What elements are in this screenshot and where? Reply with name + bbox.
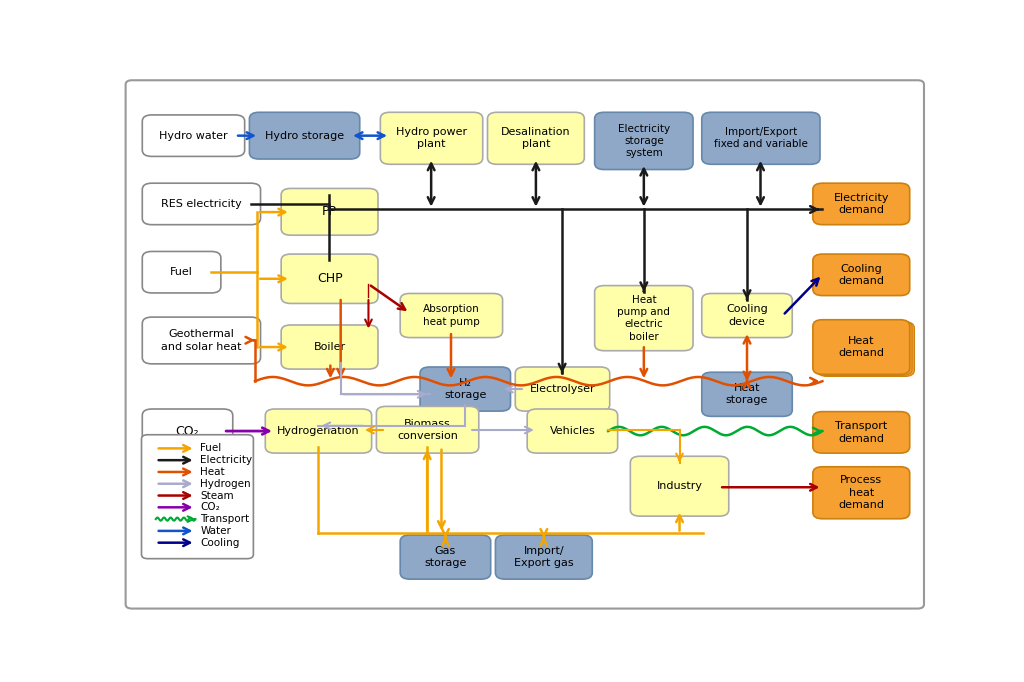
FancyBboxPatch shape <box>142 409 232 453</box>
Text: CHP: CHP <box>316 272 342 285</box>
FancyBboxPatch shape <box>701 113 820 164</box>
Text: Heat
storage: Heat storage <box>726 383 768 406</box>
FancyBboxPatch shape <box>250 113 359 159</box>
FancyBboxPatch shape <box>282 188 378 235</box>
Text: Import/
Export gas: Import/ Export gas <box>514 546 573 568</box>
Text: Electricity: Electricity <box>201 455 252 465</box>
Text: Desalination
plant: Desalination plant <box>501 127 570 149</box>
Text: Gas
storage: Gas storage <box>424 546 467 568</box>
FancyBboxPatch shape <box>141 434 253 559</box>
Text: Electrolyser: Electrolyser <box>529 384 595 394</box>
Text: H₂
storage: H₂ storage <box>444 378 486 400</box>
FancyBboxPatch shape <box>496 535 592 579</box>
Text: Process
heat
demand: Process heat demand <box>839 475 885 510</box>
FancyBboxPatch shape <box>813 466 909 519</box>
FancyBboxPatch shape <box>813 412 909 453</box>
FancyBboxPatch shape <box>377 406 479 453</box>
Text: Boiler: Boiler <box>313 342 346 352</box>
Text: Import/Export
fixed and variable: Import/Export fixed and variable <box>714 127 808 149</box>
Text: Cooling
device: Cooling device <box>726 304 768 327</box>
FancyBboxPatch shape <box>420 367 511 411</box>
Text: Hydrogen: Hydrogen <box>201 479 251 489</box>
Text: CO₂: CO₂ <box>176 425 200 438</box>
FancyBboxPatch shape <box>515 367 609 411</box>
FancyBboxPatch shape <box>701 293 793 338</box>
FancyBboxPatch shape <box>380 113 482 164</box>
Text: Heat: Heat <box>201 467 225 477</box>
FancyBboxPatch shape <box>631 456 729 516</box>
Text: RES electricity: RES electricity <box>161 199 242 209</box>
FancyBboxPatch shape <box>142 317 260 364</box>
Text: Cooling
demand: Cooling demand <box>839 264 885 286</box>
FancyBboxPatch shape <box>701 372 793 416</box>
Text: Heat
pump and
electric
boiler: Heat pump and electric boiler <box>617 295 671 342</box>
Text: Electricity
demand: Electricity demand <box>834 193 889 215</box>
Text: Hydro storage: Hydro storage <box>265 131 344 140</box>
FancyBboxPatch shape <box>282 325 378 369</box>
Text: Electricity
storage
system: Electricity storage system <box>617 123 670 158</box>
FancyBboxPatch shape <box>142 115 245 156</box>
Text: Fuel: Fuel <box>170 267 193 277</box>
FancyBboxPatch shape <box>126 80 924 608</box>
Text: Hydro power
plant: Hydro power plant <box>396 127 467 149</box>
Text: Vehicles: Vehicles <box>550 426 595 436</box>
FancyBboxPatch shape <box>813 254 909 295</box>
Text: Cooling: Cooling <box>201 537 240 548</box>
Text: CO₂: CO₂ <box>201 503 220 512</box>
FancyBboxPatch shape <box>400 535 490 579</box>
Text: Fuel: Fuel <box>201 443 221 454</box>
Text: Transport: Transport <box>201 514 249 524</box>
FancyBboxPatch shape <box>527 409 617 453</box>
FancyBboxPatch shape <box>282 254 378 303</box>
Text: PP: PP <box>323 205 337 218</box>
FancyBboxPatch shape <box>817 322 914 376</box>
FancyBboxPatch shape <box>815 321 912 375</box>
FancyBboxPatch shape <box>400 293 503 338</box>
Text: Absorption
heat pump: Absorption heat pump <box>423 304 480 327</box>
FancyBboxPatch shape <box>265 409 372 453</box>
FancyBboxPatch shape <box>595 286 693 351</box>
FancyBboxPatch shape <box>142 183 260 224</box>
Text: Biomass
conversion: Biomass conversion <box>397 419 458 441</box>
Text: Hydrogenation: Hydrogenation <box>278 426 359 436</box>
Text: Steam: Steam <box>201 490 233 501</box>
Text: Water: Water <box>201 526 231 536</box>
FancyBboxPatch shape <box>595 113 693 170</box>
FancyBboxPatch shape <box>813 320 909 374</box>
Text: Heat
demand: Heat demand <box>839 336 885 358</box>
FancyBboxPatch shape <box>142 252 221 293</box>
Text: Geothermal
and solar heat: Geothermal and solar heat <box>161 329 242 352</box>
Text: Transport
demand: Transport demand <box>836 421 888 443</box>
FancyBboxPatch shape <box>813 183 909 224</box>
Text: Industry: Industry <box>656 481 702 491</box>
Text: Hydro water: Hydro water <box>159 131 227 140</box>
FancyBboxPatch shape <box>487 113 585 164</box>
